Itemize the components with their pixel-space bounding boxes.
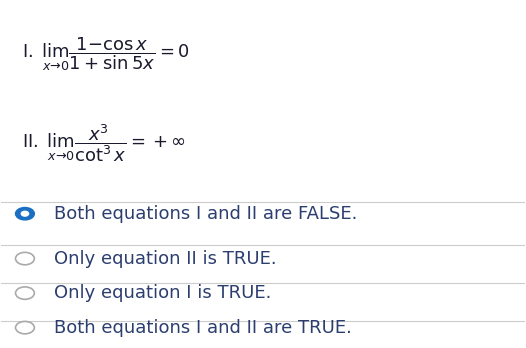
Text: Only equation II is TRUE.: Only equation II is TRUE. <box>54 250 276 268</box>
Text: $\mathrm{II.}\;\lim_{x\to 0}\dfrac{x^3}{\cot^3 x} = +\infty$: $\mathrm{II.}\;\lim_{x\to 0}\dfrac{x^3}{… <box>22 122 186 164</box>
Circle shape <box>15 207 34 220</box>
Circle shape <box>21 211 28 216</box>
Text: Both equations I and II are TRUE.: Both equations I and II are TRUE. <box>54 319 351 337</box>
Text: Only equation I is TRUE.: Only equation I is TRUE. <box>54 284 271 302</box>
Text: $\mathrm{I.}\;\lim_{x\to 0}\dfrac{1-\cos x}{1+\sin 5x} = 0$: $\mathrm{I.}\;\lim_{x\to 0}\dfrac{1-\cos… <box>22 36 190 73</box>
Text: Both equations I and II are FALSE.: Both equations I and II are FALSE. <box>54 205 357 223</box>
